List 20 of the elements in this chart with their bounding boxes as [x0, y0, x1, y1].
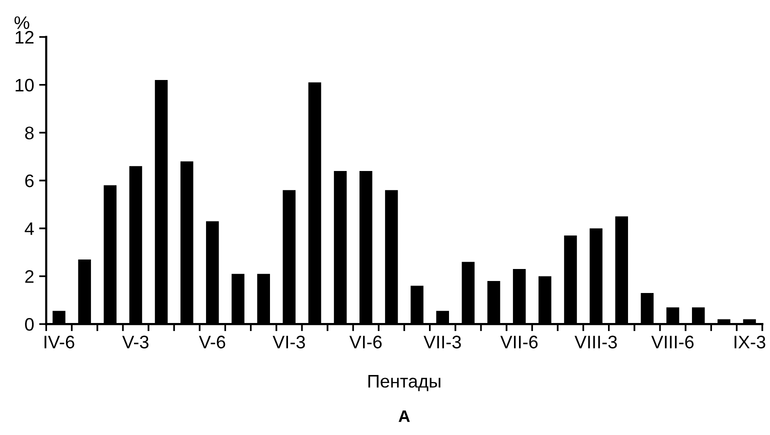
- x-tick-label: VI-6: [349, 336, 382, 348]
- y-tick-label: 10: [16, 78, 34, 92]
- y-tick-label: 2: [25, 270, 34, 283]
- x-axis-title: Пентады: [368, 375, 440, 392]
- y-tick-label: 0: [25, 318, 34, 331]
- x-tick-label: V-6: [198, 336, 226, 348]
- y-tick-label: 6: [25, 174, 34, 188]
- x-tick-label: VII-6: [500, 336, 538, 348]
- text: А: [398, 410, 410, 422]
- y-tick-label: 4: [24, 222, 34, 235]
- x-tick-label: IV-6: [44, 336, 74, 348]
- x-tick-label: VI-3: [272, 336, 305, 348]
- x-tick-label: IX-3: [734, 336, 766, 348]
- y-axis-title: %: [14, 16, 30, 29]
- x-tick-label: VIII-6: [651, 336, 694, 348]
- x-tick-label: V-3: [122, 336, 148, 348]
- x-tick-label: VIII-3: [574, 336, 617, 348]
- x-tick-label: VII-3: [424, 336, 461, 348]
- y-tick-label: 8: [25, 126, 34, 140]
- y-tick-label: 12: [16, 30, 34, 44]
